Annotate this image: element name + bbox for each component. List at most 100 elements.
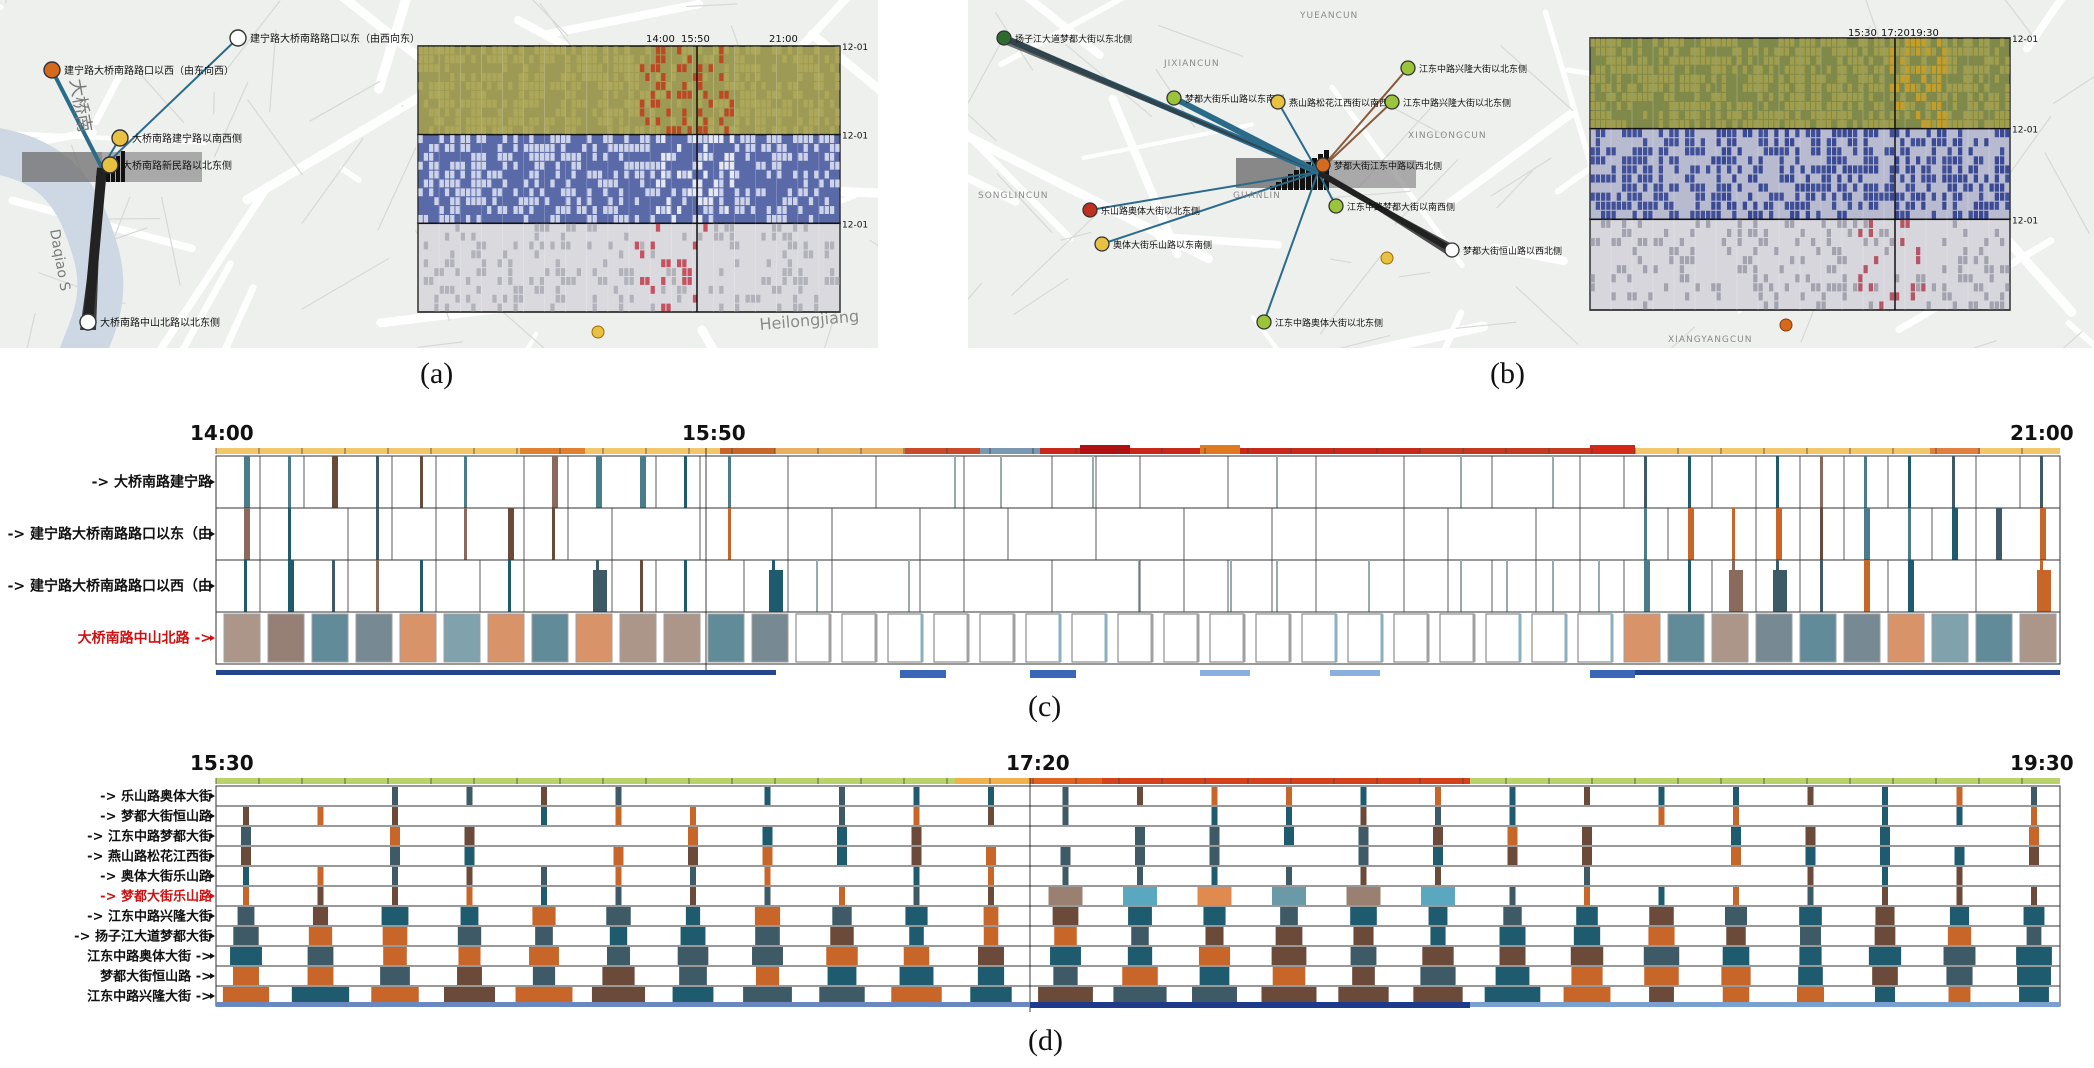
matrix-cell: [719, 197, 724, 206]
matrix-cell: [1601, 120, 1606, 129]
flow-bar: [1123, 887, 1157, 905]
matrix-cell: [571, 46, 576, 55]
matrix-cell: [1779, 38, 1784, 47]
matrix-cell: [729, 81, 734, 90]
matrix-cell: [703, 73, 708, 81]
matrix-cell: [513, 285, 518, 294]
matrix-cell: [819, 206, 824, 214]
matrix-cell: [729, 223, 734, 232]
matrix-cell: [566, 277, 571, 285]
matrix-cell: [518, 294, 523, 303]
matrix-cell: [592, 73, 597, 81]
matrix-cell: [798, 268, 803, 277]
matrix-cell: [1606, 56, 1611, 65]
matrix-cell: [508, 46, 513, 55]
matrix-cell: [1627, 274, 1632, 283]
matrix-cell: [640, 99, 645, 108]
matrix-cell: [2005, 101, 2010, 111]
matrix-cell: [671, 73, 676, 81]
matrix-cell: [1895, 129, 1900, 138]
matrix-cell: [698, 126, 703, 135]
matrix-cell: [1616, 56, 1621, 65]
matrix-cell: [455, 268, 460, 277]
matrix-cell: [1611, 165, 1616, 174]
matrix-cell: [1627, 183, 1632, 192]
matrix-cell: [471, 179, 476, 188]
matrix-cell: [1700, 56, 1705, 65]
flow-bar: [308, 927, 333, 945]
bar-glyph-tick: [116, 156, 120, 182]
matrix-cell: [1811, 237, 1816, 247]
matrix-cell: [603, 81, 608, 90]
matrix-cell: [576, 64, 582, 73]
matrix-cell: [597, 73, 603, 81]
matrix-cell: [1774, 56, 1779, 65]
matrix-cell: [1847, 138, 1852, 147]
matrix-cell: [592, 55, 597, 64]
flow-block: [1439, 613, 1475, 663]
matrix-cell: [1826, 265, 1831, 274]
matrix-cell: [1937, 111, 1942, 120]
flow-bar: [1882, 887, 1888, 905]
matrix-cell: [698, 197, 703, 206]
matrix-cell: [829, 268, 835, 277]
matrix-cell: [1658, 174, 1663, 183]
matrix-cell: [1942, 201, 1947, 210]
flow-block: [1393, 613, 1429, 663]
matrix-cell: [735, 241, 740, 250]
matrix-cell: [777, 223, 782, 232]
matrix-cell: [529, 90, 534, 99]
matrix-cell: [1889, 129, 1894, 138]
matrix-cell: [1648, 292, 1653, 301]
matrix-cell: [1763, 129, 1768, 138]
matrix-cell: [650, 285, 655, 294]
matrix-cell: [1790, 101, 1795, 111]
volume-segment: [216, 1002, 1030, 1007]
matrix-cell: [1774, 292, 1779, 301]
matrix-cell: [1832, 156, 1837, 165]
matrix-cell: [829, 64, 835, 73]
matrix-cell: [1711, 56, 1716, 65]
row-bars: [241, 847, 2039, 865]
matrix-cell: [1711, 92, 1716, 101]
flow-bar: [1820, 456, 1823, 508]
matrix-cell: [423, 99, 429, 108]
matrix-cell: [582, 99, 587, 108]
matrix-cell: [1742, 83, 1747, 92]
matrix-cell: [1879, 65, 1884, 74]
matrix-cell: [529, 188, 534, 197]
matrix-cell: [1669, 156, 1674, 165]
matrix-cell: [1695, 83, 1700, 92]
matrix-cell: [782, 250, 787, 259]
matrix-cell: [1879, 38, 1884, 47]
matrix-cell: [655, 223, 661, 232]
matrix-cell: [687, 188, 692, 197]
flow-block: [1163, 613, 1199, 663]
matrix-cell: [650, 161, 655, 170]
flow-bar: [1506, 560, 1508, 612]
row-bars: [233, 967, 2051, 985]
place-label: GUANLIN: [1233, 191, 1281, 201]
matrix-cell: [745, 294, 750, 303]
matrix-cell: [1952, 101, 1957, 111]
row-bars: [233, 927, 2042, 945]
matrix-cell: [1889, 92, 1894, 101]
matrix-cell: [1695, 120, 1700, 129]
matrix-cell: [465, 277, 471, 285]
matrix-cell: [444, 285, 450, 294]
matrix-cell: [1737, 47, 1742, 56]
flow-bar: [690, 807, 696, 825]
matrix-cell: [1916, 274, 1921, 283]
matrix-cell: [1931, 210, 1936, 219]
matrix-cell: [613, 170, 618, 179]
matrix-cell: [629, 55, 634, 64]
matrix-cell: [1611, 210, 1616, 219]
matrix-cell: [434, 46, 439, 55]
matrix-cell: [439, 46, 444, 55]
matrix-cell: [603, 99, 608, 108]
matrix-cell: [1910, 47, 1915, 56]
matrix-cell: [524, 214, 529, 223]
node-marker: [1444, 242, 1460, 258]
matrix-cell: [798, 90, 803, 99]
matrix-cell: [708, 117, 713, 126]
